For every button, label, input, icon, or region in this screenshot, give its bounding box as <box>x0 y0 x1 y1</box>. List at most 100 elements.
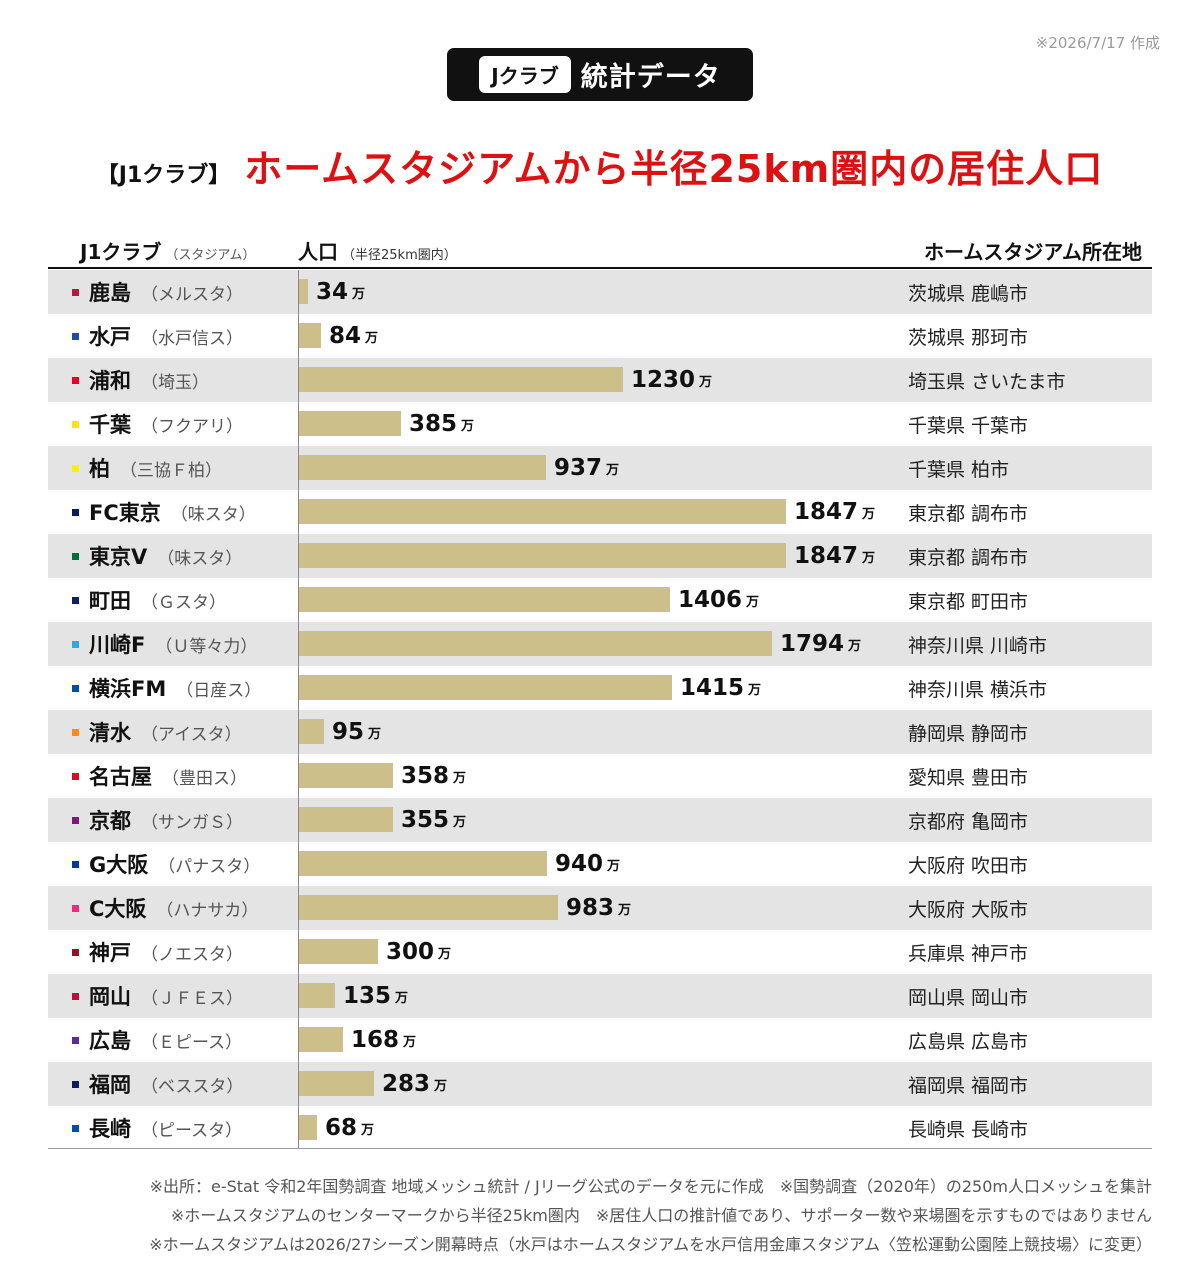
table-row: 京都 （サンガＳ） 355 万 京都府 亀岡市 <box>48 798 1152 842</box>
bar-axis <box>298 270 299 1148</box>
value-number: 355 <box>401 807 450 833</box>
value-label: 34 万 <box>316 270 365 314</box>
title-main: ホームスタジアムから半径25km圏内の居住人口 <box>244 147 1104 191</box>
population-bar <box>299 455 546 480</box>
value-label: 385 万 <box>409 402 474 446</box>
value-label: 1415 万 <box>680 666 761 710</box>
club-name: 長崎 <box>89 1117 131 1141</box>
table-row: 清水 （アイスタ） 95 万 静岡県 静岡市 <box>48 710 1152 754</box>
stadium-name: （Ｇスタ） <box>141 592 226 613</box>
stadium-location: 静岡県 静岡市 <box>908 722 1029 745</box>
stadium-name: （埼玉） <box>141 372 209 393</box>
table-row: 千葉 （フクアリ） 385 万 千葉県 千葉市 <box>48 402 1152 446</box>
stadium-name: （ハナサカ） <box>156 900 259 921</box>
club-color-marker <box>72 552 79 560</box>
stadium-name: （味スタ） <box>170 504 256 525</box>
club-name: 柏 <box>89 457 110 481</box>
club-name: 町田 <box>89 589 131 613</box>
stadium-location: 兵庫県 神戸市 <box>908 942 1029 965</box>
header-rule <box>48 267 1152 269</box>
club-name: 浦和 <box>89 369 131 393</box>
stadium-name: （豊田ス） <box>162 768 247 789</box>
table-row: 水戸 （水戸信ス） 84 万 茨城県 那珂市 <box>48 314 1152 358</box>
population-bar <box>299 543 786 568</box>
value-number: 1230 <box>631 367 696 393</box>
stadium-name: （ピースタ） <box>141 1120 243 1141</box>
club-name: 名古屋 <box>89 765 152 789</box>
population-bar <box>299 587 670 612</box>
club-cell: 町田 （Ｇスタ） <box>48 578 298 622</box>
stadium-location: 茨城県 鹿嶋市 <box>908 282 1029 305</box>
club-name: FC東京 <box>89 501 161 525</box>
stadium-location: 京都府 亀岡市 <box>908 810 1029 833</box>
club-name: 東京V <box>89 545 148 569</box>
club-cell: 長崎 （ピースタ） <box>48 1106 298 1150</box>
footnote-2: ※ホームスタジアムのセンターマークから半径25km圏内 ※居住人口の推計値であり… <box>170 1206 1152 1225</box>
club-color-marker <box>72 684 79 692</box>
stadium-location: 千葉県 柏市 <box>908 458 1010 481</box>
stadium-location: 長崎県 長崎市 <box>908 1118 1029 1141</box>
club-cell: 広島 （Ｅピース） <box>48 1018 298 1062</box>
club-cell: 水戸 （水戸信ス） <box>48 314 298 358</box>
chart-rows: 鹿島 （メルスタ） 34 万茨城県 鹿嶋市 水戸 （水戸信ス） 84 万茨城県 那珂市 浦和 （埼… <box>48 270 1152 1150</box>
value-number: 1406 <box>678 587 743 613</box>
club-color-marker <box>72 640 79 648</box>
population-bar <box>299 1115 317 1140</box>
club-cell: 清水 （アイスタ） <box>48 710 298 754</box>
value-number: 135 <box>343 983 392 1009</box>
value-unit: 万 <box>438 946 452 962</box>
value-label: 355 万 <box>401 798 466 842</box>
value-label: 1847 万 <box>794 490 875 534</box>
value-label: 135 万 <box>343 974 408 1018</box>
stadium-name: （パナスタ） <box>158 856 261 877</box>
table-row: 東京V （味スタ） 1847 万 東京都 調布市 <box>48 534 1152 578</box>
table-header: J1クラブ （スタジアム） 人口 （半径25km圏内） ホームスタジアム所在地 <box>48 232 1152 268</box>
club-name: G大阪 <box>89 853 149 877</box>
value-unit: 万 <box>395 990 409 1006</box>
club-color-marker <box>72 772 79 780</box>
value-unit: 万 <box>461 418 475 434</box>
club-color-marker <box>72 948 79 956</box>
club-name: 岡山 <box>89 985 131 1009</box>
value-unit: 万 <box>453 770 467 786</box>
club-name: C大阪 <box>89 897 147 921</box>
value-number: 1415 <box>680 675 745 701</box>
table-row: 名古屋 （豊田ス） 358 万 愛知県 豊田市 <box>48 754 1152 798</box>
stadium-location: 東京都 調布市 <box>908 546 1029 569</box>
header-pop: 人口 （半径25km圏内） <box>298 236 457 265</box>
header-club-label: J1クラブ <box>80 240 162 264</box>
value-unit: 万 <box>607 858 621 874</box>
club-color-marker <box>72 376 79 384</box>
stadium-location: 茨城県 那珂市 <box>908 326 1029 349</box>
club-name: 福岡 <box>89 1073 131 1097</box>
value-label: 1406 万 <box>678 578 759 622</box>
title-prefix: 【J1クラブ】 <box>96 163 231 188</box>
stadium-name: （ベススタ） <box>141 1076 244 1097</box>
stadium-location: 大阪府 吹田市 <box>908 854 1029 877</box>
value-unit: 万 <box>606 462 620 478</box>
population-bar <box>299 983 335 1008</box>
club-color-marker <box>72 860 79 868</box>
club-cell: 神戸 （ノエスタ） <box>48 930 298 974</box>
club-name: 神戸 <box>89 941 131 965</box>
table-row: 町田 （Ｇスタ） 1406 万 東京都 町田市 <box>48 578 1152 622</box>
stadium-location: 広島県 広島市 <box>908 1030 1029 1053</box>
club-name: 横浜FM <box>89 677 167 701</box>
header-pop-label: 人口 <box>298 240 338 264</box>
bottom-rule <box>48 1148 1152 1149</box>
value-number: 940 <box>555 851 604 877</box>
value-number: 283 <box>382 1071 431 1097</box>
table-row: 鹿島 （メルスタ） 34 万 茨城県 鹿嶋市 <box>48 270 1152 314</box>
club-color-marker <box>72 992 79 1000</box>
value-number: 300 <box>386 939 435 965</box>
stadium-name: （味スタ） <box>157 548 243 569</box>
stadium-name: （ノエスタ） <box>141 944 243 965</box>
value-label: 95 万 <box>332 710 381 754</box>
value-unit: 万 <box>746 594 760 610</box>
club-color-marker <box>72 596 79 604</box>
club-color-marker <box>72 508 79 516</box>
population-bar <box>299 367 623 392</box>
population-bar <box>299 499 786 524</box>
stadium-location: 大阪府 大阪市 <box>908 898 1029 921</box>
value-unit: 万 <box>748 682 762 698</box>
